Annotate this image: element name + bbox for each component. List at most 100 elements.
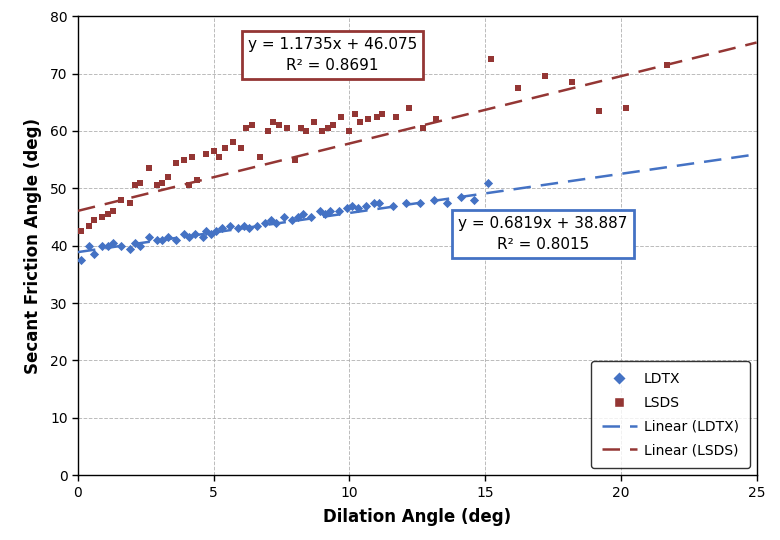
Point [512, 84, 524, 92]
Point [197, 233, 209, 241]
Point [107, 239, 119, 247]
Point [215, 224, 228, 233]
Point [232, 224, 244, 233]
Point [321, 124, 334, 132]
Point [224, 221, 236, 230]
Point [151, 235, 163, 244]
Point [268, 118, 280, 127]
Point [316, 126, 328, 135]
Point [200, 150, 212, 158]
Point [101, 210, 114, 219]
Point [74, 227, 87, 235]
Point [129, 181, 141, 190]
Point [254, 152, 266, 161]
Point [246, 121, 258, 130]
Point [389, 112, 402, 121]
Point [341, 204, 353, 213]
Point [259, 218, 271, 227]
Point [213, 152, 225, 161]
Point [351, 204, 363, 213]
Point [156, 178, 168, 187]
Point [186, 152, 198, 161]
Y-axis label: Secant Friction Angle (deg): Secant Friction Angle (deg) [23, 118, 41, 374]
Point [360, 201, 372, 210]
Point [481, 178, 494, 187]
Point [441, 198, 453, 207]
Point [218, 144, 231, 152]
Point [387, 201, 399, 210]
Point [292, 213, 304, 221]
Point [205, 230, 218, 239]
Point [273, 121, 285, 130]
Point [134, 178, 147, 187]
Point [226, 138, 239, 147]
X-axis label: Dilation Angle (deg): Dilation Angle (deg) [323, 508, 512, 526]
Point [376, 110, 388, 118]
Point [319, 210, 332, 219]
Point [142, 164, 154, 173]
Point [566, 78, 578, 86]
Point [210, 227, 222, 235]
Point [115, 195, 128, 204]
Point [413, 198, 426, 207]
Point [308, 118, 321, 127]
Point [142, 233, 154, 241]
Point [430, 115, 442, 124]
Point [243, 224, 255, 233]
Point [83, 241, 95, 250]
Point [297, 210, 310, 219]
Point [370, 112, 383, 121]
Point [349, 110, 361, 118]
Point [294, 124, 307, 132]
Point [178, 156, 190, 164]
Point [123, 198, 136, 207]
Point [151, 181, 163, 190]
Point [286, 215, 299, 224]
Point [539, 72, 551, 81]
Point [373, 198, 385, 207]
Point [191, 176, 204, 184]
Point [417, 124, 429, 132]
Point [156, 235, 168, 244]
Point [251, 221, 264, 230]
Point [281, 124, 293, 132]
Point [278, 213, 290, 221]
Point [270, 218, 282, 227]
Point [107, 207, 119, 215]
Point [178, 230, 190, 239]
Point [96, 213, 108, 221]
Point [101, 241, 114, 250]
Point [327, 121, 339, 130]
Point [183, 181, 196, 190]
Point [264, 215, 277, 224]
Point [96, 241, 108, 250]
Point [123, 244, 136, 253]
Point [134, 241, 147, 250]
Point [161, 233, 174, 241]
Point [343, 126, 356, 135]
Point [335, 112, 348, 121]
Point [346, 201, 358, 210]
Point [332, 207, 345, 215]
Point [403, 104, 416, 112]
Point [593, 106, 605, 115]
Point [661, 60, 673, 69]
Point [620, 104, 633, 112]
Point [400, 198, 413, 207]
Point [300, 126, 312, 135]
Point [455, 193, 467, 201]
Point [289, 156, 301, 164]
Point [354, 118, 367, 127]
Point [207, 147, 220, 156]
Point [262, 126, 275, 135]
Point [115, 241, 128, 250]
Legend: LDTX, LSDS, Linear (LDTX), Linear (LSDS): LDTX, LSDS, Linear (LDTX), Linear (LSDS) [590, 361, 750, 468]
Point [88, 215, 101, 224]
Point [169, 158, 182, 167]
Point [468, 195, 480, 204]
Point [161, 173, 174, 181]
Point [484, 55, 497, 64]
Point [169, 235, 182, 244]
Point [183, 233, 196, 241]
Point [367, 198, 380, 207]
